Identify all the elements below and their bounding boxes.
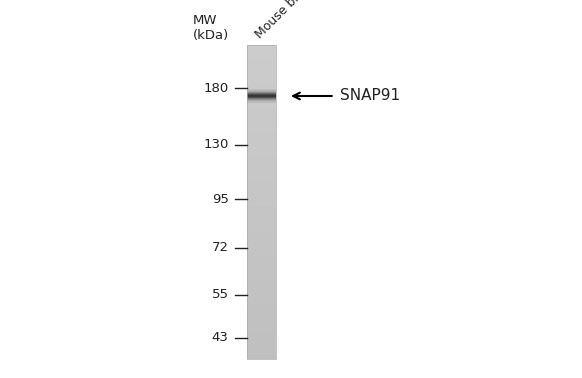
Text: SNAP91: SNAP91: [340, 88, 400, 104]
Text: 95: 95: [212, 193, 229, 206]
Text: 72: 72: [212, 241, 229, 254]
Text: 55: 55: [212, 288, 229, 301]
Text: 180: 180: [204, 82, 229, 94]
Text: Mouse brain: Mouse brain: [253, 0, 316, 42]
Text: 130: 130: [203, 138, 229, 151]
Text: 43: 43: [212, 331, 229, 344]
Text: MW
(kDa): MW (kDa): [193, 14, 229, 42]
